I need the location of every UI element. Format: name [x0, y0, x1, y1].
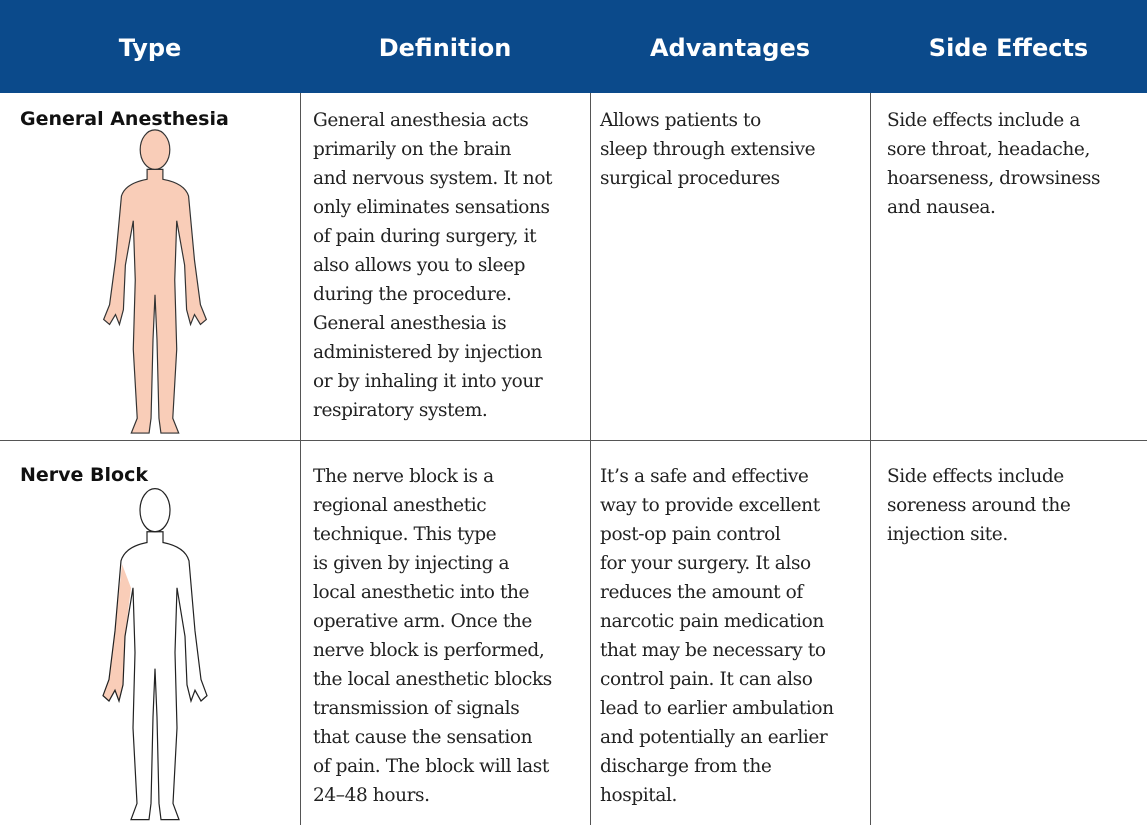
column-header: Side Effects — [928, 34, 1089, 62]
advantages-line: surgical procedures — [600, 168, 780, 189]
body-figure — [102, 129, 208, 434]
header-bar — [0, 0, 1147, 93]
definition-line: General anesthesia is — [313, 313, 507, 334]
definition-line: of pain during surgery, it — [313, 226, 537, 247]
side-effects-line: Side effects include — [887, 466, 1064, 487]
side-effects-line: injection site. — [887, 524, 1008, 545]
advantages-line: discharge from the — [600, 756, 772, 777]
definition-line: primarily on the brain — [313, 139, 512, 160]
advantages-line: It’s a safe and effective — [600, 466, 809, 487]
definition-line: and nervous system. It not — [313, 168, 553, 189]
column-header: Advantages — [649, 34, 811, 62]
advantages-line: and potentially an earlier — [600, 727, 828, 748]
advantages-line: Allows patients to — [600, 110, 761, 131]
type-label: General Anesthesia — [20, 108, 229, 130]
advantages-line: reduces the amount of — [600, 582, 803, 603]
column-header: Definition — [378, 34, 512, 62]
definition-line: The nerve block is a — [313, 466, 494, 487]
advantages-line: for your surgery. It also — [600, 553, 811, 574]
advantages-line: sleep through extensive — [600, 139, 816, 160]
definition-line: technique. This type — [313, 524, 497, 545]
definition-line: respiratory system. — [313, 400, 488, 421]
type-label: Nerve Block — [20, 464, 148, 486]
definition-line: 24–48 hours. — [313, 785, 430, 806]
advantages-line: lead to earlier ambulation — [600, 698, 834, 719]
advantages-line: control pain. It can also — [600, 669, 813, 690]
advantages-line: hospital. — [600, 785, 677, 806]
definition-line: is given by injecting a — [313, 553, 510, 574]
side-effects-line: soreness around the — [887, 495, 1071, 516]
advantages-line: way to provide excellent — [600, 495, 820, 516]
advantages-line: post-op pain control — [600, 524, 781, 545]
column-divider — [300, 93, 301, 825]
definition-line: the local anesthetic blocks — [313, 669, 552, 690]
definition-line: administered by injection — [313, 342, 543, 363]
definition-line: also allows you to sleep — [313, 255, 526, 276]
side-effects-line: sore throat, headache, — [887, 139, 1090, 160]
definition-line: nerve block is performed, — [313, 640, 545, 661]
definition-line: operative arm. Once the — [313, 611, 532, 632]
row-divider — [0, 440, 1147, 441]
definition-line: only eliminates sensations — [313, 197, 550, 218]
column-header: Type — [118, 34, 182, 62]
advantages-line: narcotic pain medication — [600, 611, 824, 632]
column-divider — [870, 93, 871, 825]
definition-line: during the procedure. — [313, 284, 512, 305]
definition-line: General anesthesia acts — [313, 110, 529, 131]
definition-line: regional anesthetic — [313, 495, 487, 516]
body-figure-arm — [102, 487, 208, 821]
advantages-line: that may be necessary to — [600, 640, 826, 661]
definition-line: local anesthetic into the — [313, 582, 530, 603]
side-effects-line: and nausea. — [887, 197, 996, 218]
definition-line: or by inhaling it into your — [313, 371, 543, 392]
side-effects-line: Side effects include a — [887, 110, 1080, 131]
column-divider — [590, 93, 591, 825]
definition-line: that cause the sensation — [313, 727, 533, 748]
definition-line: transmission of signals — [313, 698, 520, 719]
definition-line: of pain. The block will last — [313, 756, 549, 777]
side-effects-line: hoarseness, drowsiness — [887, 168, 1101, 189]
